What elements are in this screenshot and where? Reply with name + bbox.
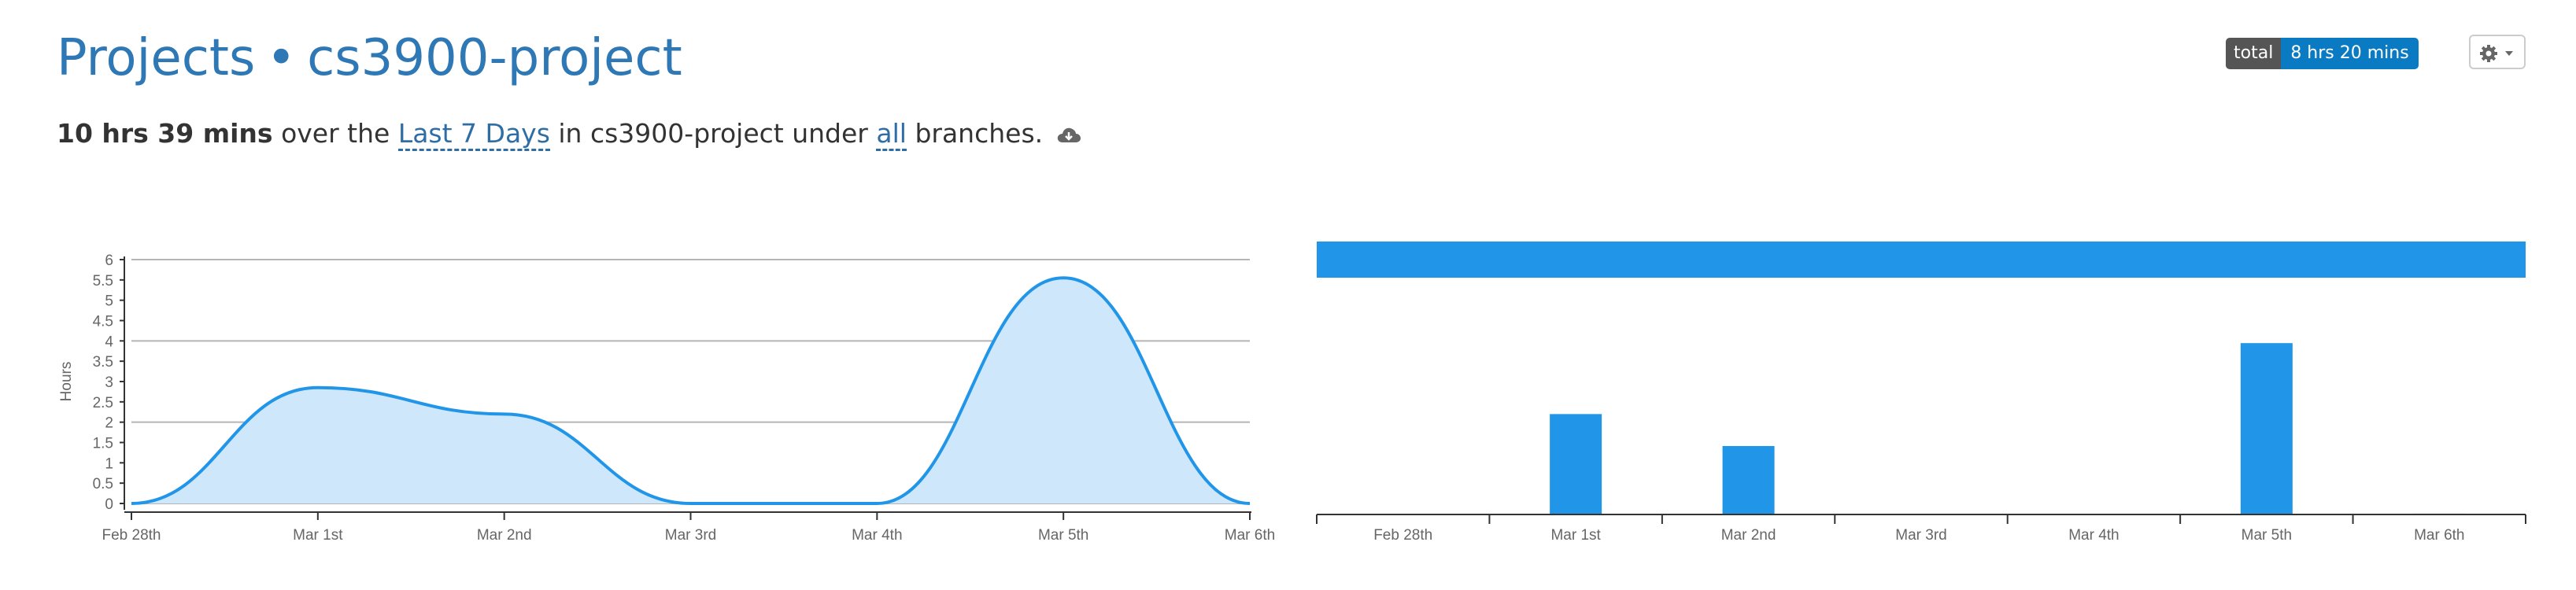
y-tick-label: 2 [105, 415, 113, 432]
summary-text-in: in cs3900-project under [558, 118, 868, 149]
bar-x-tick-label: Mar 5th [2242, 527, 2292, 544]
total-time-badge: total 8 hrs 20 mins [2226, 38, 2419, 69]
breadcrumb-project-name[interactable]: cs3900-project [307, 29, 682, 87]
bar-x-tick-label: Mar 4th [2068, 527, 2119, 544]
daily-hours-area-chart: 0 0.5 1 1.5 2 2.5 3 3.5 4 4.5 5 5.5 6 Hours Feb 28th Ma… [58, 253, 1275, 544]
y-tick-label: 1 [105, 455, 113, 472]
breadcrumb-projects-link[interactable]: Projects [57, 29, 256, 87]
y-tick-label: 1.5 [93, 436, 113, 452]
breadcrumb-separator: • [266, 29, 297, 87]
bar-x-tick-label: Feb 28th [1373, 527, 1432, 544]
bar-x-tick-label: Mar 3rd [1895, 527, 1946, 544]
cloud-download-icon[interactable] [1056, 116, 1081, 154]
area-series-fill [131, 278, 1250, 503]
bar-x-tick-label: Mar 2nd [1721, 527, 1776, 544]
y-tick-label: 4 [105, 334, 113, 350]
total-badge-value: 8 hrs 20 mins [2281, 38, 2419, 69]
bar-x-tick-label: Mar 1st [1550, 527, 1601, 544]
bar[interactable] [2240, 343, 2293, 514]
gear-icon [2480, 45, 2497, 62]
y-tick-label: 0.5 [93, 476, 113, 492]
total-badge-key: total [2226, 38, 2282, 69]
x-tick-label: Mar 2nd [477, 527, 532, 544]
bar-x-tick-label: Mar 6th [2414, 527, 2464, 544]
total-bar [1317, 242, 2526, 278]
summary-text-over: over the [281, 118, 390, 149]
daily-hours-bar-chart: Feb 28th Mar 1st Mar 2nd Mar 3rd Mar 4th Mar … [1316, 242, 2526, 544]
bar[interactable] [1550, 414, 1602, 514]
y-tick-label: 4.5 [93, 314, 113, 330]
bar[interactable] [1722, 445, 1775, 514]
y-tick-label: 3.5 [93, 354, 113, 371]
branch-dropdown[interactable]: all [876, 118, 907, 151]
y-tick-label: 5 [105, 293, 113, 310]
date-range-dropdown[interactable]: Last 7 Days [397, 118, 550, 151]
summary-total-time: 10 hrs 39 mins [57, 118, 273, 149]
x-tick-label: Feb 28th [102, 527, 161, 544]
x-tick-label: Mar 1st [293, 527, 343, 544]
y-tick-label: 0 [105, 496, 113, 513]
summary-text-branches: branches. [915, 118, 1044, 149]
caret-down-icon [2505, 51, 2513, 56]
x-tick-label: Mar 6th [1225, 527, 1275, 544]
x-tick-label: Mar 3rd [665, 527, 716, 544]
summary-line: 10 hrs 39 mins over the Last 7 Days in c… [57, 115, 1081, 154]
y-tick-label: 5.5 [93, 273, 113, 289]
y-axis-label: Hours [58, 362, 75, 402]
page-title: Projects • cs3900-project [57, 27, 682, 90]
area-series-line [131, 276, 1251, 506]
x-tick-label: Mar 4th [852, 527, 902, 544]
settings-dropdown-button[interactable] [2469, 35, 2526, 69]
y-tick-label: 3 [105, 374, 113, 391]
x-tick-label: Mar 5th [1038, 527, 1088, 544]
y-tick-label: 2.5 [93, 395, 113, 411]
y-tick-label: 6 [105, 253, 113, 269]
